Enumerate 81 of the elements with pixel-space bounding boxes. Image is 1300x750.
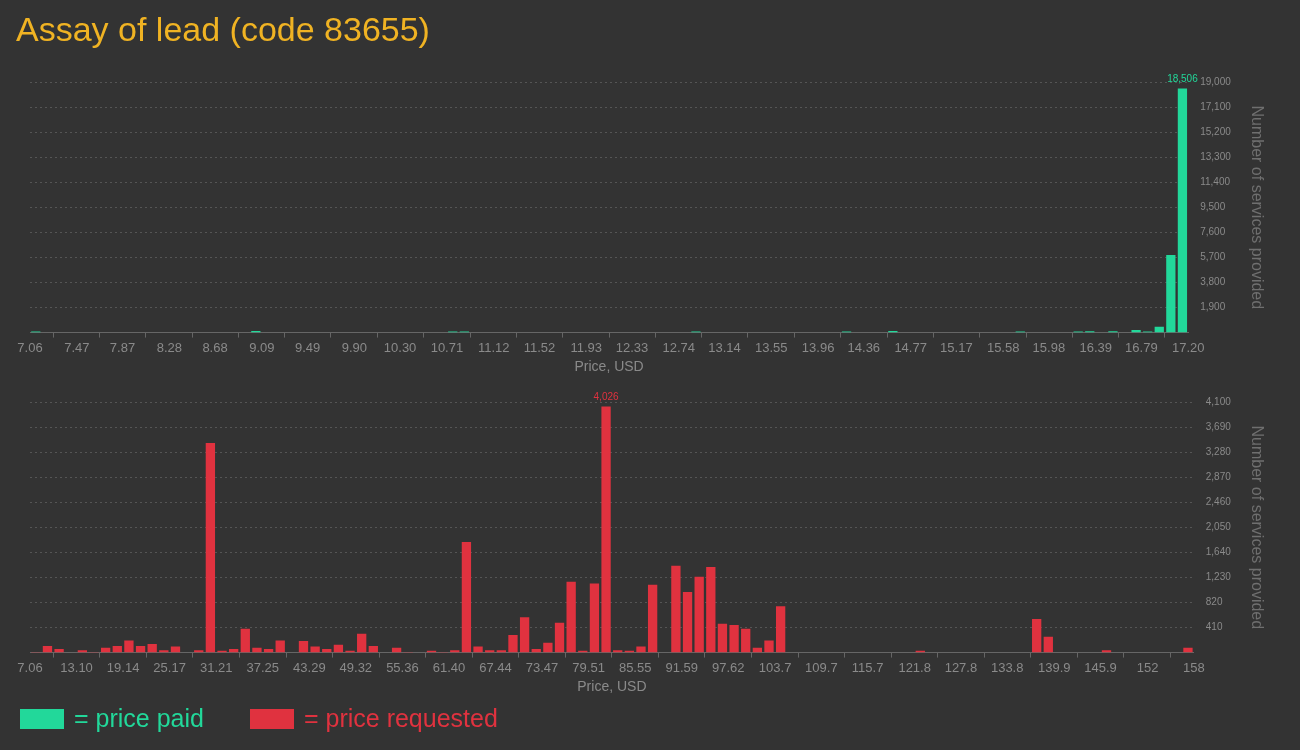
x-tick-label: 16.39 bbox=[1079, 339, 1112, 355]
x-tick-label: 14.77 bbox=[894, 339, 927, 355]
x-tick-label: 10.71 bbox=[430, 339, 464, 355]
x-tick-label: 14.36 bbox=[847, 339, 881, 355]
x-tick-label: 11.93 bbox=[570, 339, 603, 355]
x-tick-label: 37.25 bbox=[246, 659, 280, 675]
y-tick-label: 15,200 bbox=[1200, 125, 1232, 137]
x-tick-label: 15.98 bbox=[1032, 339, 1066, 355]
x-tick-label: 13.96 bbox=[801, 339, 835, 355]
x-tick-label: 158 bbox=[1182, 659, 1205, 675]
y-axis-title: Number of services provided bbox=[1248, 105, 1266, 310]
x-tick-label: 9.09 bbox=[249, 339, 275, 355]
y-tick-label: 3,800 bbox=[1200, 276, 1226, 288]
x-tick-label: 9.49 bbox=[294, 339, 321, 355]
x-tick-label: 103.7 bbox=[758, 659, 792, 675]
y-tick-label: 5,700 bbox=[1200, 251, 1226, 263]
x-tick-label: 25.17 bbox=[153, 659, 186, 675]
legend-label: = price paid bbox=[74, 704, 204, 733]
x-tick-label: 12.33 bbox=[615, 339, 649, 355]
x-tick-label: 139.9 bbox=[1037, 659, 1071, 675]
y-tick-label: 1,900 bbox=[1200, 301, 1226, 313]
x-tick-label: 127.8 bbox=[944, 659, 978, 675]
x-tick-label: 11.52 bbox=[523, 339, 556, 355]
y-tick-label: 2,460 bbox=[1205, 495, 1232, 507]
y-tick-label: 4,100 bbox=[1205, 395, 1232, 407]
x-tick-label: 31.21 bbox=[199, 659, 233, 675]
y-tick-label: 19,000 bbox=[1200, 75, 1232, 87]
y-tick-label: 7,600 bbox=[1200, 226, 1226, 238]
x-tick-label: 15.58 bbox=[986, 339, 1020, 355]
x-tick-label: 8.68 bbox=[202, 339, 228, 355]
y-tick-label: 3,690 bbox=[1205, 420, 1232, 432]
x-tick-label: 97.62 bbox=[711, 659, 745, 675]
x-tick-label: 13.55 bbox=[755, 339, 788, 355]
x-tick-label: 49.32 bbox=[339, 659, 373, 675]
x-tick-label: 43.29 bbox=[293, 659, 326, 675]
y-tick-label: 3,280 bbox=[1205, 445, 1232, 457]
x-tick-label: 9.90 bbox=[341, 339, 368, 355]
x-tick-label: 152 bbox=[1136, 659, 1159, 675]
y-axis-title: Number of services provided bbox=[1248, 425, 1266, 630]
x-tick-label: 61.40 bbox=[432, 659, 466, 675]
x-tick-label: 73.47 bbox=[525, 659, 559, 675]
y-tick-label: 820 bbox=[1205, 596, 1223, 608]
y-tick-label: 1,230 bbox=[1205, 571, 1232, 583]
x-tick-label: 11.12 bbox=[477, 339, 510, 355]
x-tick-label: 16.79 bbox=[1125, 339, 1158, 355]
y-tick-label: 17,100 bbox=[1200, 100, 1232, 112]
x-tick-label: 8.28 bbox=[156, 339, 183, 355]
x-tick-label: 55.36 bbox=[386, 659, 419, 675]
x-tick-label: 17.20 bbox=[1171, 339, 1205, 355]
x-tick-label: 19.14 bbox=[106, 659, 140, 675]
x-tick-label: 145.9 bbox=[1084, 659, 1117, 675]
x-tick-label: 13.10 bbox=[60, 659, 93, 675]
y-tick-label: 2,870 bbox=[1205, 470, 1232, 482]
y-tick-label: 2,050 bbox=[1205, 521, 1232, 533]
y-tick-label: 13,300 bbox=[1200, 150, 1232, 162]
y-tick-label: 9,500 bbox=[1200, 201, 1226, 213]
x-axis-title: Price, USD bbox=[577, 678, 647, 695]
data-label: 4,026 bbox=[593, 391, 620, 403]
x-tick-label: 121.8 bbox=[898, 659, 931, 675]
y-tick-label: 11,400 bbox=[1200, 175, 1231, 187]
x-tick-label: 85.55 bbox=[618, 659, 652, 675]
x-tick-label: 7.87 bbox=[109, 339, 136, 355]
x-tick-label: 67.44 bbox=[479, 659, 512, 675]
y-tick-label: 410 bbox=[1205, 621, 1223, 633]
legend-label: = price requested bbox=[303, 704, 498, 733]
x-tick-label: 7.06 bbox=[17, 339, 43, 355]
x-tick-label: 10.30 bbox=[383, 339, 417, 355]
x-tick-label: 12.74 bbox=[662, 339, 696, 355]
chart-title: Assay of lead (code 83655) bbox=[16, 10, 430, 48]
x-tick-label: 15.17 bbox=[940, 339, 973, 355]
x-axis-title: Price, USD bbox=[574, 358, 644, 375]
x-tick-label: 13.14 bbox=[708, 339, 741, 355]
y-tick-label: 1,640 bbox=[1205, 546, 1232, 558]
x-tick-label: 109.7 bbox=[805, 659, 838, 675]
x-tick-label: 115.7 bbox=[851, 659, 884, 675]
data-label: 18,506 bbox=[1167, 73, 1199, 85]
x-tick-label: 91.59 bbox=[665, 659, 699, 675]
x-tick-label: 133.8 bbox=[990, 659, 1024, 675]
x-tick-label: 7.47 bbox=[64, 339, 90, 355]
x-tick-label: 7.06 bbox=[17, 659, 43, 675]
x-tick-label: 79.51 bbox=[572, 659, 605, 675]
